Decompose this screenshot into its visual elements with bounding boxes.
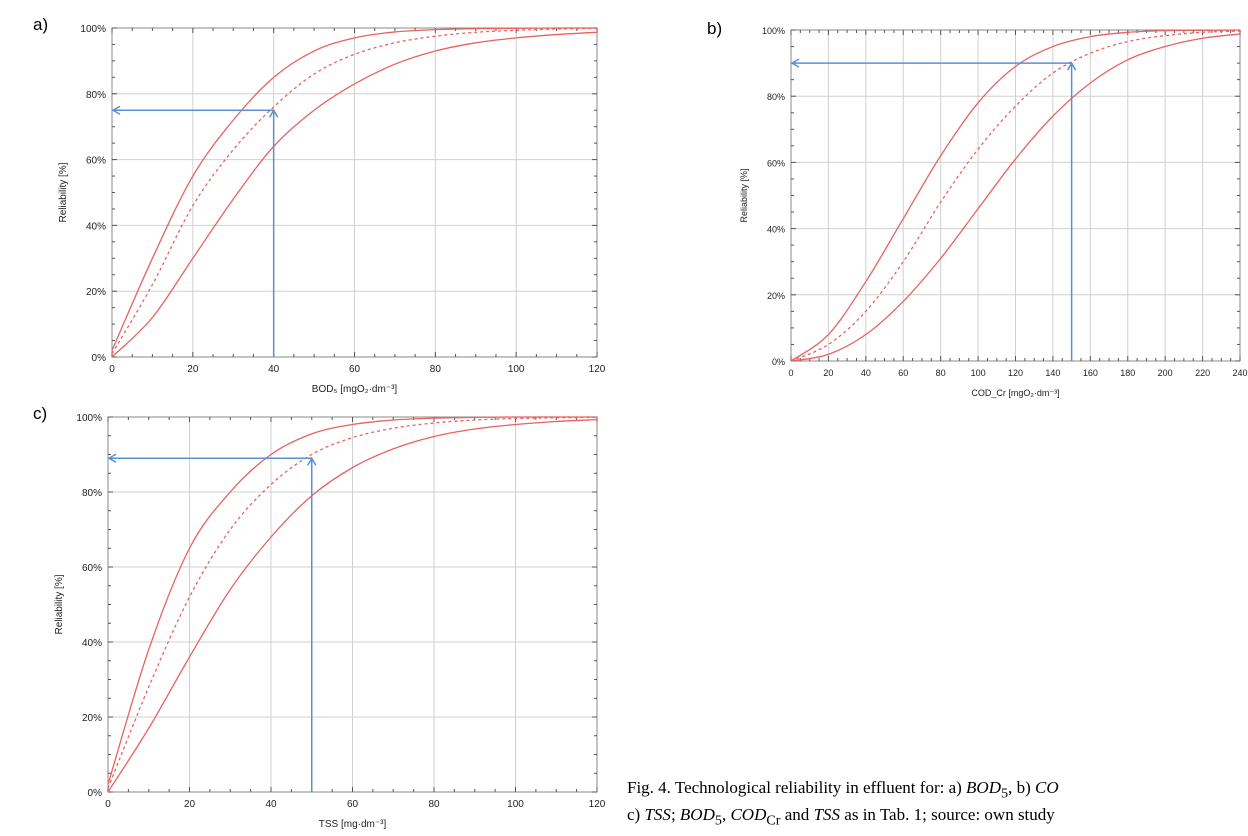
- y-tick-label: 80%: [86, 90, 106, 101]
- x-tick-label: 0: [109, 364, 115, 375]
- y-tick-label: 40%: [86, 221, 106, 232]
- reading-arrowhead-up: [269, 108, 279, 118]
- y-axis-label: Reliability [%]: [54, 574, 65, 634]
- reliability-curve-2: [790, 30, 1241, 362]
- reading-arrowhead-left: [790, 58, 800, 68]
- x-tick-label: 20: [184, 799, 196, 810]
- panel-label-b: b): [707, 19, 723, 38]
- x-tick-label: 0: [788, 368, 793, 378]
- x-tick-label: 120: [589, 799, 606, 810]
- y-tick-label: 60%: [767, 158, 785, 168]
- x-tick-label: 80: [428, 799, 440, 810]
- x-tick-label: 40: [265, 799, 277, 810]
- x-tick-label: 100: [971, 368, 986, 378]
- x-tick-label: 60: [349, 364, 361, 375]
- y-tick-label: 40%: [767, 225, 785, 235]
- x-tick-label: 0: [105, 799, 111, 810]
- x-tick-label: 160: [1083, 368, 1098, 378]
- x-tick-label: 120: [589, 364, 606, 375]
- caption-line-2: c) TSS; BOD5, CODCr and TSS as in Tab. 1…: [627, 805, 1055, 829]
- y-tick-label: 60%: [82, 563, 102, 574]
- y-tick-label: 80%: [82, 488, 102, 499]
- y-tick-label: 20%: [82, 713, 102, 724]
- y-tick-label: 100%: [76, 413, 102, 424]
- x-tick-label: 20: [187, 364, 199, 375]
- y-tick-label: 0%: [92, 353, 107, 364]
- y-tick-label: 100%: [762, 26, 785, 36]
- y-tick-label: 40%: [82, 638, 102, 649]
- reliability-curve-2: [111, 27, 598, 355]
- reliability-curve-3: [107, 418, 598, 793]
- x-tick-label: 120: [1008, 368, 1023, 378]
- panel-label-c: c): [33, 404, 48, 423]
- reading-arrowhead-left: [111, 105, 121, 115]
- reliability-curve-1: [790, 29, 1241, 362]
- y-tick-label: 20%: [767, 291, 785, 301]
- x-tick-label: 100: [508, 364, 525, 375]
- x-axis-label: TSS [mg·dm⁻³]: [319, 819, 387, 830]
- reliability-curve-3: [111, 31, 598, 358]
- x-tick-label: 100: [507, 799, 524, 810]
- x-tick-label: 180: [1120, 368, 1135, 378]
- x-tick-label: 60: [898, 368, 908, 378]
- reading-arrowhead-up: [1066, 61, 1077, 71]
- y-tick-label: 0%: [88, 788, 103, 799]
- y-axis-label: Reliability [%]: [58, 162, 69, 222]
- caption-line-1: Fig. 4. Technological reliability in eff…: [627, 778, 1059, 802]
- x-tick-label: 40: [861, 368, 871, 378]
- reliability-curve-1: [111, 27, 598, 351]
- y-tick-label: 20%: [86, 287, 106, 298]
- y-tick-label: 100%: [80, 24, 106, 35]
- x-tick-label: 80: [936, 368, 946, 378]
- x-tick-label: 140: [1045, 368, 1060, 378]
- x-tick-label: 80: [430, 364, 442, 375]
- x-axis-label: BOD₅ [mgO₂·dm⁻³]: [312, 384, 398, 395]
- y-tick-label: 0%: [772, 357, 785, 367]
- figure-caption: Fig. 4. Technological reliability in eff…: [627, 777, 1248, 832]
- reading-arrowhead-left: [107, 453, 117, 463]
- x-tick-label: 40: [268, 364, 280, 375]
- y-tick-label: 60%: [86, 156, 106, 167]
- reliability-curve-3: [790, 33, 1241, 362]
- x-axis-label: COD_Cr [mgO₂·dm⁻³]: [971, 388, 1059, 398]
- x-tick-label: 20: [823, 368, 833, 378]
- x-tick-label: 220: [1195, 368, 1210, 378]
- y-tick-label: 80%: [767, 92, 785, 102]
- y-axis-label: Reliability [%]: [739, 168, 749, 222]
- x-tick-label: 240: [1232, 368, 1247, 378]
- x-tick-label: 60: [347, 799, 359, 810]
- x-tick-label: 200: [1158, 368, 1173, 378]
- reliability-curve-1: [107, 416, 597, 785]
- reliability-curve-2: [107, 416, 598, 789]
- panel-label-a: a): [33, 15, 49, 34]
